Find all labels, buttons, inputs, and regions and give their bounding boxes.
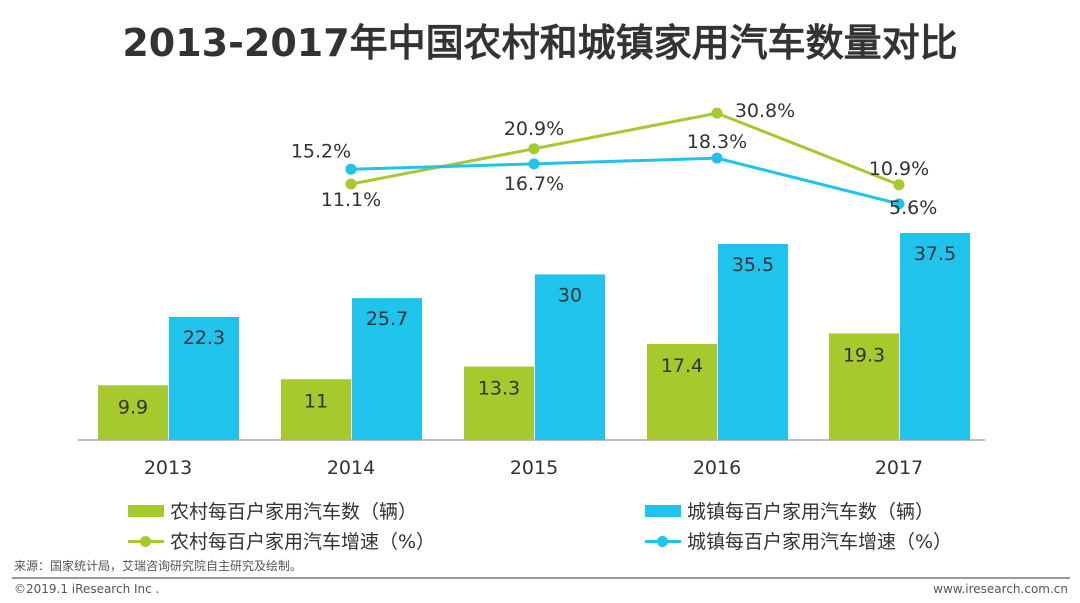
legend-item-urban-bar: 城镇每百户家用汽车数（辆） [645,497,934,524]
line-point [345,163,357,175]
line-point [893,198,905,210]
legend-line-marker-icon [645,534,681,548]
bar-rural [98,385,168,440]
bar-data-label: 17.4 [661,355,703,377]
chart-title: 2013-2017年中国农村和城镇家用汽车数量对比 [122,21,958,65]
bar-urban [535,274,605,440]
x-tick-label: 2014 [327,457,375,479]
line-point [528,143,540,155]
legend-item-urban-line: 城镇每百户家用汽车增速（%） [645,527,952,554]
bar-data-label: 30 [558,284,582,306]
line-data-label: 10.9% [869,158,929,180]
bar-data-label: 19.3 [843,344,885,366]
footer-divider [12,577,1070,579]
x-tick-label: 2015 [510,457,558,479]
website-link[interactable]: www.iresearch.com.cn [933,582,1068,596]
bar-data-label: 9.9 [118,396,148,418]
line-point [528,158,540,170]
legend-swatch-icon [128,504,164,517]
bar-rural [281,379,351,440]
line-data-label: 18.3% [687,131,747,153]
x-tick-label: 2013 [144,457,192,479]
bar-rural [647,343,717,440]
bar-data-label: 25.7 [366,308,408,330]
bar-urban [900,233,970,440]
line-data-label: 5.6% [889,197,937,219]
x-tick-label: 2017 [875,457,923,479]
legend-label: 城镇每百户家用汽车数（辆） [687,501,935,523]
legend-line-marker-icon [128,534,164,548]
bar-data-label: 22.3 [183,327,225,349]
line-data-label: 11.1% [321,189,381,211]
line-rural [350,111,900,187]
legend-label: 城镇每百户家用汽车增速（%） [687,531,953,553]
legend-label: 农村每百户家用汽车增速（%） [170,531,436,553]
line-urban [350,156,900,206]
legend-swatch-icon [645,504,681,517]
x-tick-label: 2016 [693,457,741,479]
line-point [711,152,723,164]
line-point [893,179,905,191]
legend-item-rural-line: 农村每百户家用汽车增速（%） [128,527,435,554]
bar-data-label: 11 [304,390,328,412]
bar-rural [464,366,534,440]
legend-item-rural-bar: 农村每百户家用汽车数（辆） [128,497,417,524]
bar-data-label: 37.5 [914,243,956,265]
line-point [345,178,357,190]
line-point [711,107,723,119]
bar-urban [352,298,422,440]
source-note: 来源：国家统计局，艾瑞咨询研究院自主研究及绘制。 [14,559,303,573]
legend-label: 农村每百户家用汽车数（辆） [170,501,418,523]
bar-urban [718,244,788,440]
line-data-label: 15.2% [291,140,351,162]
bar-data-label: 35.5 [732,254,774,276]
line-data-label: 20.9% [504,118,564,140]
line-data-label: 30.8% [735,100,795,122]
bar-rural [829,333,899,440]
copyright: ©2019.1 iResearch Inc . [14,582,160,596]
bar-data-label: 13.3 [478,378,520,400]
bar-urban [169,316,239,440]
line-data-label: 16.7% [504,173,564,195]
